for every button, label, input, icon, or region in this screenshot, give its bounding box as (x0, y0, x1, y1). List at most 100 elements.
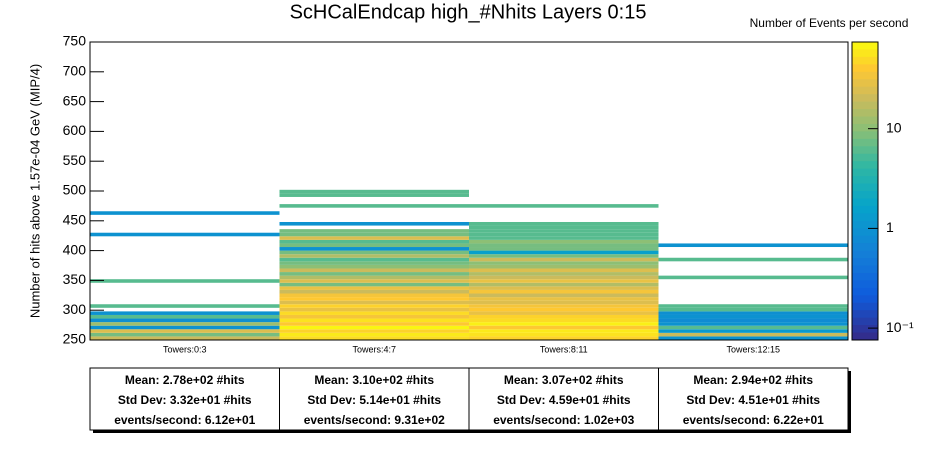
y-tick-label: 700 (63, 63, 87, 79)
heatmap-cell (279, 322, 469, 326)
y-tick-label: 500 (63, 182, 87, 198)
colorbar-step (852, 272, 878, 281)
y-axis-label: Number of hits above 1.57e-04 GeV (MIP/4… (27, 64, 42, 318)
colorbar-step (852, 42, 878, 50)
heatmap-cell (469, 322, 659, 326)
stats-text: Mean: 2.94e+02 #hits (693, 373, 813, 387)
heatmap-cell (658, 336, 848, 340)
colorbar-step (852, 317, 878, 326)
stats-text: events/second: 1.02e+03 (493, 413, 634, 427)
heatmap-cell (279, 236, 469, 240)
heatmap-cell (90, 318, 280, 323)
colorbar-title: Number of Events per second (750, 16, 909, 30)
heatmap-cell (469, 232, 659, 237)
y-tick-label: 300 (63, 301, 87, 317)
heatmap-cell (469, 304, 659, 308)
stats-text: Std Dev: 5.14e+01 #hits (307, 393, 441, 407)
heatmap-cell (658, 329, 848, 333)
stats-text: Std Dev: 4.59e+01 #hits (497, 393, 631, 407)
colorbar-step (852, 191, 878, 199)
heatmap-cell (279, 189, 469, 194)
y-tick-label: 350 (63, 271, 87, 287)
colorbar-step (852, 183, 878, 192)
colorbar-step (852, 86, 878, 95)
heatmap-cell (469, 268, 659, 273)
colorbar-step (852, 228, 878, 237)
heatmap-cell (90, 336, 280, 340)
heatmap-cell (279, 275, 469, 280)
x-tick-label: Towers:12:15 (726, 344, 780, 354)
y-tick-label: 450 (63, 212, 87, 228)
heatmap-cell (658, 318, 848, 323)
heatmap-cell (279, 289, 469, 294)
heatmap-cell (469, 236, 659, 240)
heatmap-cell (90, 322, 280, 326)
x-tick-label: Towers:4:7 (352, 344, 396, 354)
heatmap-cell (658, 322, 848, 326)
heatmap-cell (279, 286, 469, 290)
heatmap-cell (469, 329, 659, 333)
heatmap-cell (469, 247, 659, 251)
heatmap-cell (469, 272, 659, 276)
heatmap-cell (469, 314, 659, 319)
stats-text: events/second: 6.22e+01 (683, 413, 824, 427)
colorbar-step (852, 213, 878, 222)
colorbar-step (852, 138, 878, 147)
colorbar-frame (851, 41, 879, 341)
heatmap-cell (279, 193, 469, 197)
heatmap-cell (279, 272, 469, 276)
heatmap-cell (469, 243, 659, 248)
heatmap-cell (279, 329, 469, 333)
colorbar-step (852, 332, 878, 341)
stats-box (279, 367, 470, 431)
heatmap-cell (469, 250, 659, 255)
stats-box (658, 367, 849, 431)
heatmap-cell (279, 300, 469, 305)
colorbar-step (852, 109, 878, 117)
chart-title: ScHCalEndcap high_#Nhits Layers 0:15 (290, 1, 647, 23)
x-tick-label: Towers:0:3 (163, 344, 207, 354)
colorbar-step (852, 205, 878, 214)
heatmap-cell (469, 325, 659, 330)
heatmap-cell (658, 311, 848, 315)
colorbar-step (852, 258, 878, 266)
heatmap-cell (469, 293, 659, 298)
heatmap-cell (469, 336, 659, 340)
heatmap-cell (90, 314, 280, 319)
heatmap-cell (658, 304, 848, 308)
heatmap-cell (90, 329, 280, 333)
colorbar-step (852, 56, 878, 65)
colorbar-step (852, 287, 878, 296)
heatmap-cell (658, 332, 848, 337)
heatmap-cell (279, 307, 469, 312)
stats-text: Mean: 2.78e+02 #hits (125, 373, 245, 387)
colorbar-step (852, 153, 878, 162)
z-tick-label: 10 (886, 119, 902, 135)
heatmap-cell (279, 293, 469, 298)
colorbar-step (852, 295, 878, 304)
y-tick-label: 750 (63, 33, 87, 49)
heatmap-cell (279, 257, 469, 262)
heatmap-cell (279, 243, 469, 248)
heatmap-cell (469, 300, 659, 305)
heatmap-cell (469, 264, 659, 269)
heatmap-cell (279, 332, 469, 337)
heatmap-cell (469, 261, 659, 265)
heatmap-cell (469, 279, 659, 283)
colorbar-step (852, 176, 878, 185)
x-tick-label: Towers:8:11 (540, 344, 588, 354)
colorbar-step (852, 79, 878, 88)
heatmap-cell (469, 257, 659, 262)
heatmap-cell (279, 297, 469, 301)
heatmap-cell (658, 257, 848, 262)
heatmap-cell (279, 239, 469, 244)
heatmap-cell (469, 204, 659, 208)
colorbar-step (852, 198, 878, 207)
heatmap-cell (658, 314, 848, 319)
colorbar-step (852, 265, 878, 274)
heatmap-cell (469, 332, 659, 337)
heatmap-cell (279, 268, 469, 273)
colorbar-step (852, 302, 878, 311)
colorbar-step (852, 243, 878, 252)
heatmap-cell (279, 282, 469, 287)
